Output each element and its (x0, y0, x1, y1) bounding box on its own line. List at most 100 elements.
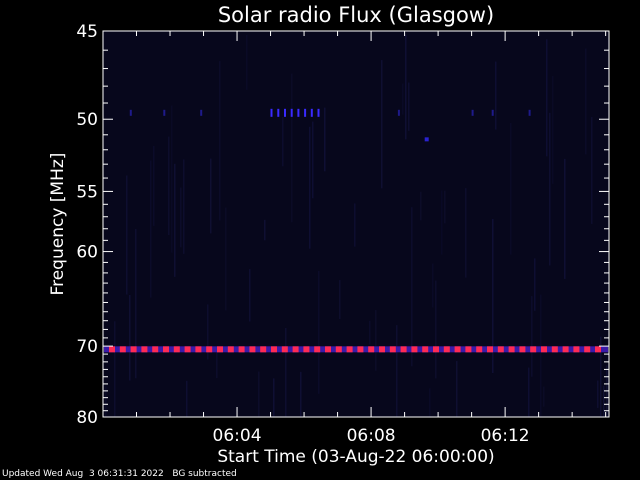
noise-streak (585, 48, 587, 155)
noise-streak (603, 385, 605, 417)
emission-burst (491, 109, 494, 116)
noise-streak (150, 160, 152, 298)
noise-streak (375, 310, 377, 371)
y-axis-label: Frequency [MHz] (48, 153, 68, 296)
interference-band-segment (400, 346, 407, 353)
x-tick-label: 06:12 (481, 426, 530, 446)
emission-burst (424, 137, 429, 142)
emission-burst (290, 108, 293, 117)
y-tick-label: 60 (76, 243, 98, 263)
updated-timestamp: Updated Wed Aug 3 06:31:31 2022 (2, 469, 164, 479)
interference-band-segment (195, 346, 202, 353)
noise-streak (309, 126, 311, 249)
interference-band-segment (551, 346, 558, 353)
noise-streak (597, 380, 599, 408)
noise-streak (180, 187, 182, 248)
interference-band-segment (465, 346, 472, 353)
noise-streak (282, 116, 284, 167)
interference-band-segment (184, 346, 191, 353)
noise-streak (552, 76, 554, 184)
interference-band-segment (260, 346, 267, 353)
noise-streak (129, 294, 131, 381)
interference-band-segment (141, 346, 148, 353)
noise-streak (291, 73, 293, 223)
emission-burst (310, 108, 313, 117)
noise-streak (432, 263, 434, 308)
y-tick-label: 70 (76, 337, 98, 357)
interference-band-segment (292, 346, 299, 353)
interference-band-segment (217, 346, 223, 353)
emission-burst (397, 109, 400, 116)
x-tick-label: 06:04 (213, 426, 262, 446)
noise-streak (339, 280, 341, 320)
noise-streak (543, 386, 545, 407)
interference-band-segment (303, 346, 310, 353)
interference-band-segment (368, 346, 375, 353)
noise-streak (411, 207, 413, 367)
interference-band-segment (119, 346, 126, 353)
interference-band-segment (595, 346, 601, 353)
noise-streak (405, 34, 407, 140)
background-note: BG subtracted (172, 469, 237, 479)
plot-frame (102, 30, 610, 418)
noise-streak (420, 191, 422, 221)
noise-streak (531, 296, 533, 377)
noise-streak (183, 159, 185, 254)
interference-band-segment (314, 346, 321, 353)
noise-streak (219, 61, 221, 221)
noise-streak (591, 117, 593, 224)
x-axis-label: Start Time (03-Aug-22 06:00:00) (217, 447, 494, 467)
interference-band-segment (454, 346, 461, 353)
noise-streak (126, 175, 128, 295)
noise-streak (528, 367, 530, 417)
noise-streak (396, 325, 398, 417)
interference-band-segment (281, 346, 288, 353)
spectrogram-texture (105, 34, 608, 417)
emission-burst (270, 108, 273, 117)
emission-burst (317, 108, 320, 117)
emission-burst (304, 108, 307, 117)
noise-streak (324, 107, 326, 172)
noise-streak (564, 158, 566, 279)
noise-streak (534, 258, 536, 311)
interference-band-segment (271, 346, 277, 353)
emission-burst (284, 108, 286, 117)
status-footer: Updated Wed Aug 3 06:31:31 2022 BG subtr… (2, 469, 237, 479)
noise-streak (105, 386, 107, 417)
interference-band-segment (238, 346, 245, 353)
noise-streak (495, 61, 497, 130)
noise-streak (435, 280, 437, 379)
x-tick-label: 06:08 (347, 426, 396, 446)
interference-band-segment (443, 346, 450, 353)
y-tick-label: 50 (76, 110, 98, 130)
noise-streak (171, 105, 173, 253)
interference-band-segment (346, 346, 353, 353)
emission-burst (528, 109, 531, 116)
interference-band-segment (379, 346, 385, 353)
y-tick-label: 80 (76, 408, 98, 428)
interference-band-segment (530, 346, 537, 353)
noise-streak (492, 219, 494, 374)
noise-streak (408, 82, 410, 131)
noise-streak (354, 203, 356, 247)
noise-streak (312, 121, 314, 199)
emission-burst (471, 109, 474, 116)
noise-streak (114, 321, 116, 417)
noise-streak (168, 136, 170, 236)
interference-band-segment (541, 346, 547, 353)
interference-band-segment (325, 346, 331, 353)
emission-features (104, 108, 608, 353)
noise-streak (549, 112, 551, 266)
noise-streak (249, 269, 251, 322)
noise-streak (441, 190, 443, 255)
noise-streak (444, 190, 446, 224)
noise-streak (264, 219, 266, 241)
noise-streak (210, 158, 212, 234)
noise-streak (300, 371, 302, 417)
interference-band-segment (152, 346, 159, 353)
noise-streak (246, 35, 248, 90)
interference-band-segment (163, 346, 169, 353)
interference-band-segment (227, 346, 234, 353)
interference-band-segment (573, 346, 580, 353)
